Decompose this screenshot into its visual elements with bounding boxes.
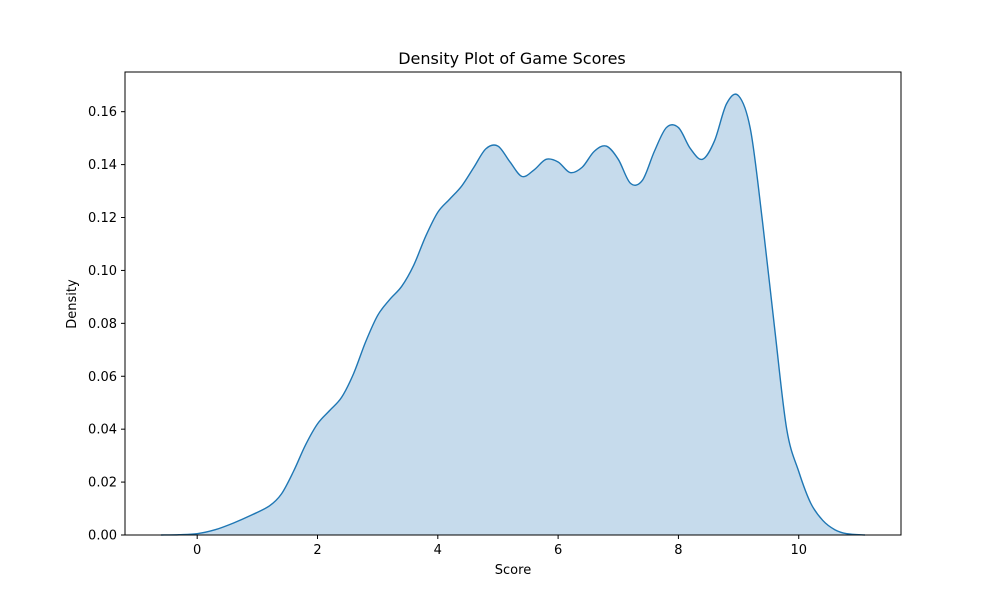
x-tick-label: 0 bbox=[193, 543, 201, 558]
x-tick-label: 8 bbox=[674, 543, 682, 558]
y-tick-label: 0.06 bbox=[88, 370, 117, 385]
y-tick-label: 0.14 bbox=[88, 158, 117, 173]
x-tick-label: 2 bbox=[313, 543, 321, 558]
x-tick-label: 6 bbox=[554, 543, 562, 558]
plot-frame bbox=[124, 71, 902, 536]
x-tick-label: 10 bbox=[790, 543, 807, 558]
density-area-fill bbox=[161, 94, 865, 535]
y-tick-label: 0.02 bbox=[88, 476, 117, 491]
y-tick-label: 0.00 bbox=[88, 529, 117, 544]
y-tick-label: 0.12 bbox=[88, 211, 117, 226]
y-axis-label: Density bbox=[65, 279, 80, 329]
density-curve-line bbox=[161, 93, 865, 536]
y-tick-label: 0.10 bbox=[88, 264, 117, 279]
y-tick-label: 0.16 bbox=[88, 105, 117, 120]
chart-title: Density Plot of Game Scores bbox=[398, 49, 626, 68]
y-tick-label: 0.08 bbox=[88, 317, 117, 332]
x-axis-label: Score bbox=[495, 563, 531, 578]
x-tick-label: 4 bbox=[434, 543, 442, 558]
y-tick-label: 0.04 bbox=[88, 423, 117, 438]
